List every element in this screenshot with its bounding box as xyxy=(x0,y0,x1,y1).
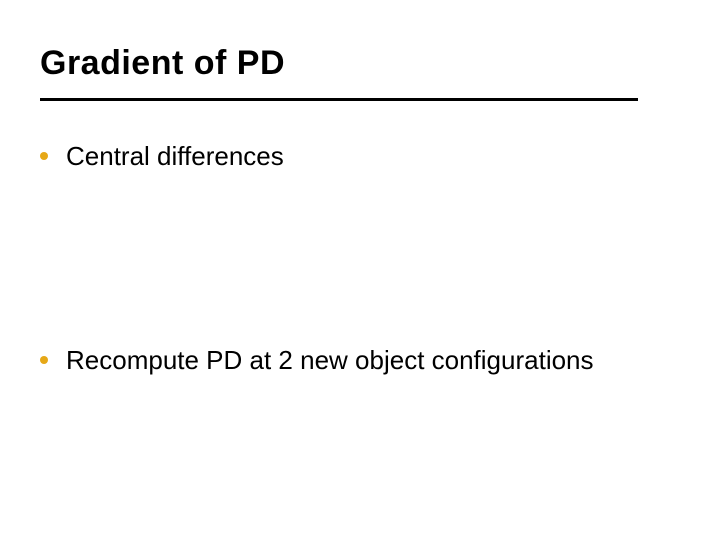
bullet-text: Central differences xyxy=(66,140,284,174)
slide: Gradient of PD Central differences Recom… xyxy=(0,0,720,540)
bullet-list: Central differences Recompute PD at 2 ne… xyxy=(40,140,680,540)
bullet-dot-icon xyxy=(40,356,48,364)
title-underline xyxy=(40,98,638,101)
page-title: Gradient of PD xyxy=(40,44,285,83)
list-item: Central differences xyxy=(40,140,680,174)
bullet-dot-icon xyxy=(40,152,48,160)
list-item: Recompute PD at 2 new object configurati… xyxy=(40,344,680,378)
bullet-text: Recompute PD at 2 new object configurati… xyxy=(66,344,594,378)
